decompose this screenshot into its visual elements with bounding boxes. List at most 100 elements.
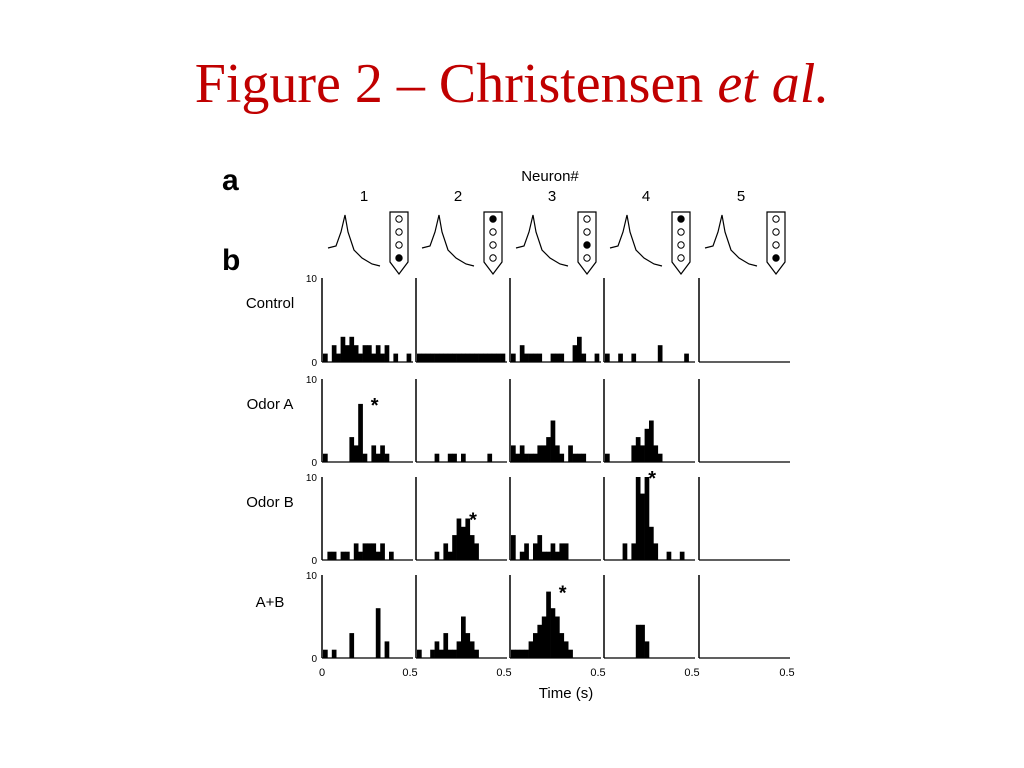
histogram-bar [515,649,521,658]
y-tick-label-max: 10 [306,274,318,285]
histogram-bar [605,353,610,362]
histogram-bar [644,428,650,462]
histogram-bar [384,453,390,462]
glomerulus-marker-neuron-1-4 [395,254,403,262]
histogram-bar [349,336,355,362]
histogram-bar [456,518,462,560]
histogram-bar [345,551,350,560]
histogram-bar [568,649,573,658]
histogram-bar [384,345,390,362]
histogram-bar [559,633,565,658]
histogram-bar [362,543,368,560]
histogram-bar [487,353,493,362]
histogram-bar [559,453,565,462]
neuron-number-2: 2 [454,188,462,205]
histogram-bar [434,453,440,462]
histogram-bar [469,353,475,362]
histogram-bar [465,353,471,362]
neuron-header: Neuron# [521,168,579,185]
histogram-bar [452,453,457,462]
histogram-bar [375,551,381,560]
histogram-bar [474,353,479,362]
spike-waveform-neuron-1 [327,214,381,267]
y-tick-label-max: 10 [306,571,318,582]
histogram-bar [349,437,355,462]
histogram-bar [511,353,516,362]
histogram-bar [371,445,377,462]
histogram-bar [358,403,363,462]
row-label-odor-b: Odor B [246,494,294,511]
histogram-bar [541,616,547,658]
histogram-bar [456,353,462,362]
histogram-bar [640,445,645,462]
histogram-bar [679,551,685,560]
histogram-bar [605,453,610,462]
histogram-bar [563,641,569,658]
histogram-bar [443,633,449,658]
row-label-a-b: A+B [256,594,285,611]
histogram-bar [635,624,641,658]
glomerulus-marker-neuron-5-4 [772,254,780,262]
histogram-bar [439,649,444,658]
significance-star: * [371,395,379,417]
histogram-bar [649,526,654,560]
glomerulus-probe-neuron-1 [389,211,409,275]
glomerulus-marker-neuron-1-1 [395,215,403,223]
histogram-bar [465,518,471,560]
histogram-bar [375,345,381,362]
histogram-bar [640,624,645,658]
y-tick-label-min: 0 [311,358,317,369]
histogram-bar [461,353,466,362]
histogram-bar [577,336,582,362]
spike-waveform-neuron-2 [421,214,475,267]
row-label-control: Control [246,295,294,312]
spike-waveform-neuron-4 [609,214,663,267]
histogram-bar [469,535,475,560]
histogram-bar [496,353,501,362]
histogram-bar [452,353,457,362]
glomerulus-marker-neuron-3-4 [583,254,591,262]
histogram-bar [568,445,573,462]
significance-star: * [648,468,656,490]
glomerulus-marker-neuron-1-2 [395,228,403,236]
histogram-bar [406,353,412,362]
panel-a-label: a [222,164,239,197]
histogram-bar [465,633,471,658]
histogram-bar [425,353,431,362]
neuron-number-4: 4 [642,188,650,205]
glomerulus-marker-neuron-3-3 [583,241,591,249]
histogram-bar [546,591,551,658]
histogram-bar [528,453,534,462]
histogram-bar [618,353,623,362]
histogram-bar [389,551,394,560]
histogram-bar [331,345,337,362]
x-tick-label-0-5: 0.5 [402,667,417,679]
histogram-bar [384,641,390,658]
histogram-bar [478,353,484,362]
histogram-bar [434,551,440,560]
histogram-bar [353,345,359,362]
histogram-bar [367,543,372,560]
histogram-bar [331,551,337,560]
histogram-bar [550,353,556,362]
glomerulus-marker-neuron-4-1 [677,215,685,223]
glomerulus-probe-neuron-2 [483,211,503,275]
histogram-bar [640,493,645,560]
histogram-bar [336,353,341,362]
histogram-bar [367,345,372,362]
histogram-bar [358,551,363,560]
histogram-bar [581,353,587,362]
y-tick-label-min: 0 [311,654,317,665]
glomerulus-marker-neuron-5-3 [772,241,780,249]
histogram-bar [524,453,529,462]
histogram-bar [537,535,543,560]
neuron-number-1: 1 [360,188,368,205]
histogram-bar [519,649,525,658]
glomerulus-marker-neuron-5-2 [772,228,780,236]
x-tick-label-0-5: 0.5 [590,667,605,679]
histogram-bar [434,641,440,658]
histogram-bar [631,353,637,362]
histogram-bar [559,543,565,560]
histogram-bar [528,353,534,362]
